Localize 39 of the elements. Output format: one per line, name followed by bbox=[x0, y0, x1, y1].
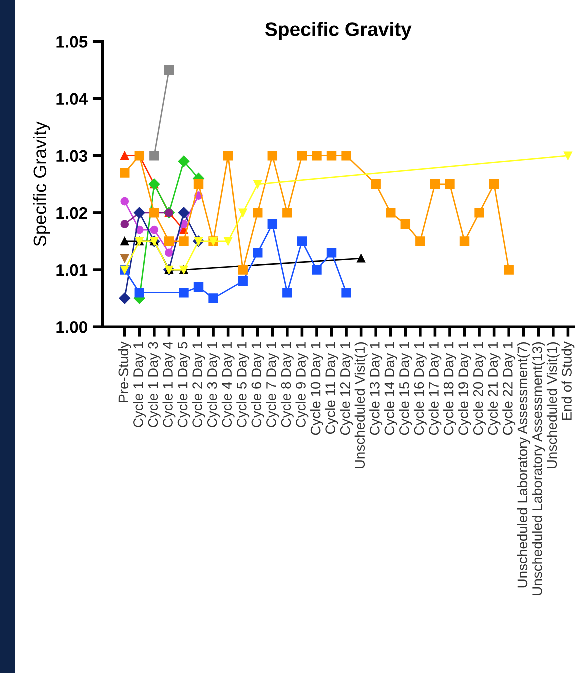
x-tick-label: Cycle 22 Day 1 bbox=[502, 342, 516, 436]
x-tick-label: Unscheduled Laboratory Assessment(13) bbox=[532, 342, 546, 596]
x-tick-label: Cycle 21 Day 1 bbox=[488, 342, 501, 436]
x-tick-label: Cycle 11 Day 1 bbox=[325, 342, 338, 434]
x-tick-label: Cycle 15 Day 1 bbox=[399, 342, 412, 436]
x-tick-label: Cycle 9 Day 1 bbox=[296, 342, 309, 428]
y-tick-label: 1.05 bbox=[56, 36, 88, 48]
y-tick-label: 1.03 bbox=[56, 150, 88, 162]
y-tick-label: 1.00 bbox=[56, 321, 88, 334]
y-tick-label: 1.02 bbox=[56, 207, 88, 220]
x-tick-label: Cycle 4 Day 1 bbox=[222, 342, 235, 428]
x-tick-label: Cycle 6 Day 1 bbox=[251, 342, 264, 428]
y-tick-label: 1.01 bbox=[56, 264, 88, 276]
x-tick-label: Cycle 8 Day 1 bbox=[280, 342, 294, 428]
x-tick-label: Cycle 14 Day 1 bbox=[384, 342, 398, 436]
x-tick-label: Cycle 12 Day 1 bbox=[340, 342, 354, 436]
x-tick-label: Cycle 16 Day 1 bbox=[414, 342, 427, 436]
y-axis-title: Specific Gravity bbox=[33, 122, 50, 246]
x-tick-label: Cycle 7 Day 1 bbox=[266, 342, 280, 428]
x-tick-label: Cycle 13 Day 1 bbox=[370, 342, 383, 436]
x-tick-label: Cycle 10 Day 1 bbox=[310, 342, 324, 436]
x-tick-label: Unscheduled Laboratory Assessment(7) bbox=[517, 342, 530, 588]
x-tick-label: Cycle 1 Day 4 bbox=[162, 342, 176, 428]
x-tick-label: Cycle 19 Day 1 bbox=[458, 342, 472, 436]
x-tick-label: Cycle 17 Day 1 bbox=[428, 342, 442, 436]
chart-title: Specific Gravity bbox=[265, 22, 412, 40]
x-tick-label: Cycle 5 Day 1 bbox=[236, 342, 250, 428]
x-tick-label: Cycle 1 Day 3 bbox=[148, 342, 161, 428]
x-tick-label: Cycle 2 Day 1 bbox=[192, 342, 206, 428]
y-tick-label: 1.04 bbox=[56, 93, 88, 105]
x-tick-label: Cycle 20 Day 1 bbox=[473, 342, 486, 436]
x-tick-label: Unscheduled Visit(1) bbox=[546, 342, 560, 468]
x-tick-label: Cycle 3 Day 1 bbox=[207, 342, 220, 428]
x-tick-label: Pre-Study bbox=[118, 342, 132, 402]
x-tick-label: Unscheduled Visit(1) bbox=[354, 342, 368, 468]
x-tick-label: Cycle 1 Day 1 bbox=[133, 342, 146, 428]
x-tick-label: End of Study bbox=[562, 342, 575, 420]
x-tick-label: Cycle 1 Day 5 bbox=[178, 342, 190, 428]
x-tick-label: Cycle 18 Day 1 bbox=[444, 342, 456, 436]
